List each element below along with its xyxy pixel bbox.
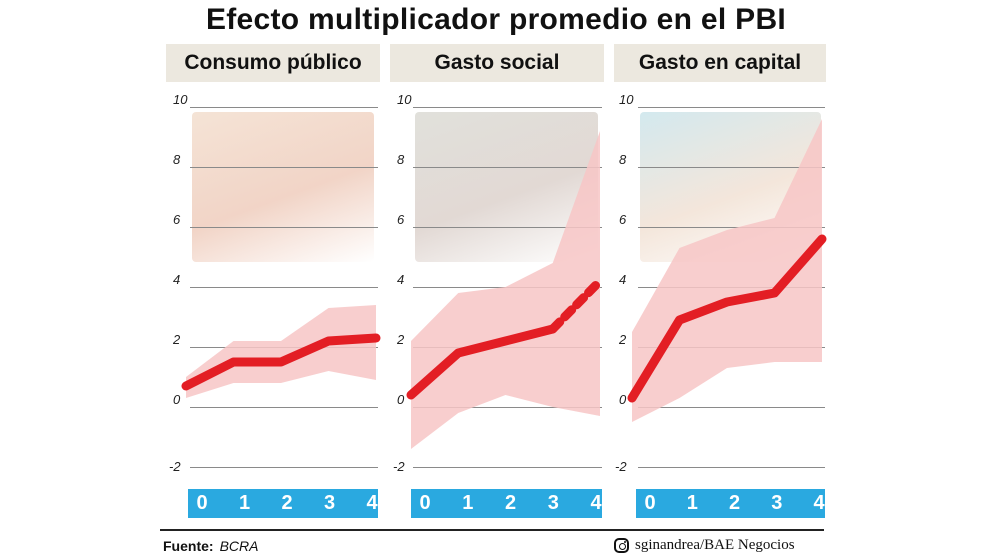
x-tick-label: 3 [771,492,783,514]
chart-title: Efecto multiplicador promedio en el PBI [205,3,787,36]
panel-title: Gasto en capital [614,44,826,82]
y-tick-label: 10 [173,92,188,107]
gridline [190,287,378,288]
gridline [413,227,602,228]
gridline [413,467,602,468]
gridline [190,227,378,228]
gridline [638,167,825,168]
x-tick-label: 2 [728,492,741,514]
panel-title: Gasto social [390,44,604,82]
y-tick-label: 4 [619,272,627,287]
y-tick-label: 2 [173,332,181,347]
gridline [638,467,825,468]
panel-title: Consumo público [166,44,380,82]
y-tick-label: -2 [615,459,627,474]
y-tick-label: 10 [619,92,634,107]
y-tick-label: 8 [619,152,627,167]
source-label: Fuente: [163,538,214,554]
x-tick-label: 3 [323,492,336,514]
x-tick-label: 2 [281,492,293,514]
banknote-photo [192,112,374,262]
x-axis-bar [188,489,378,518]
confidence-band [632,119,822,422]
x-tick-label: 0 [644,492,656,514]
gridline [413,107,602,108]
x-tick-label: 1 [238,492,251,514]
confidence-band [186,305,376,398]
x-tick-label: 4 [590,492,602,514]
gridline [190,467,378,468]
gridline [638,107,825,108]
y-tick-label: 2 [619,332,627,347]
y-tick-label: 6 [619,212,627,227]
source-value: BCRA [219,538,259,554]
gridline [638,407,825,408]
y-tick-label: -2 [393,459,405,474]
y-tick-label: 8 [397,152,405,167]
confidence-band [411,131,600,449]
gridline [190,167,378,168]
source-note: Fuente: BCRA [163,537,258,555]
x-tick-label: 4 [366,492,378,514]
series-line-projected [548,276,605,334]
y-tick-label: 6 [173,212,181,227]
x-axis-bar [636,489,825,518]
instagram-icon [614,537,629,553]
x-tick-label: 0 [419,492,431,514]
gridline [413,167,602,168]
y-tick-label: 4 [397,272,405,287]
credit: sginandrea/BAE Negocios [614,535,795,555]
gridline [413,407,602,408]
x-tick-label: 3 [547,492,559,514]
credit-text: sginandrea/BAE Negocios [635,537,795,553]
x-tick-label: 0 [196,492,208,514]
y-tick-label: 8 [173,152,181,167]
series-line [406,324,558,400]
y-tick-label: 4 [173,272,181,287]
y-tick-label: 0 [397,392,405,407]
x-tick-label: 1 [686,492,698,514]
gridline [638,227,825,228]
y-tick-label: 0 [619,392,627,407]
gridline [190,407,378,408]
x-tick-label: 4 [813,492,825,514]
y-tick-label: 2 [397,332,405,347]
x-axis-bar [411,489,602,518]
x-tick-label: 2 [504,492,517,514]
x-tick-label: 1 [462,492,474,514]
gridline [190,107,378,108]
y-tick-label: 0 [173,392,181,407]
y-tick-label: 10 [397,92,412,107]
footer-divider [160,529,824,531]
y-tick-label: 6 [397,212,405,227]
y-tick-label: -2 [169,459,181,474]
